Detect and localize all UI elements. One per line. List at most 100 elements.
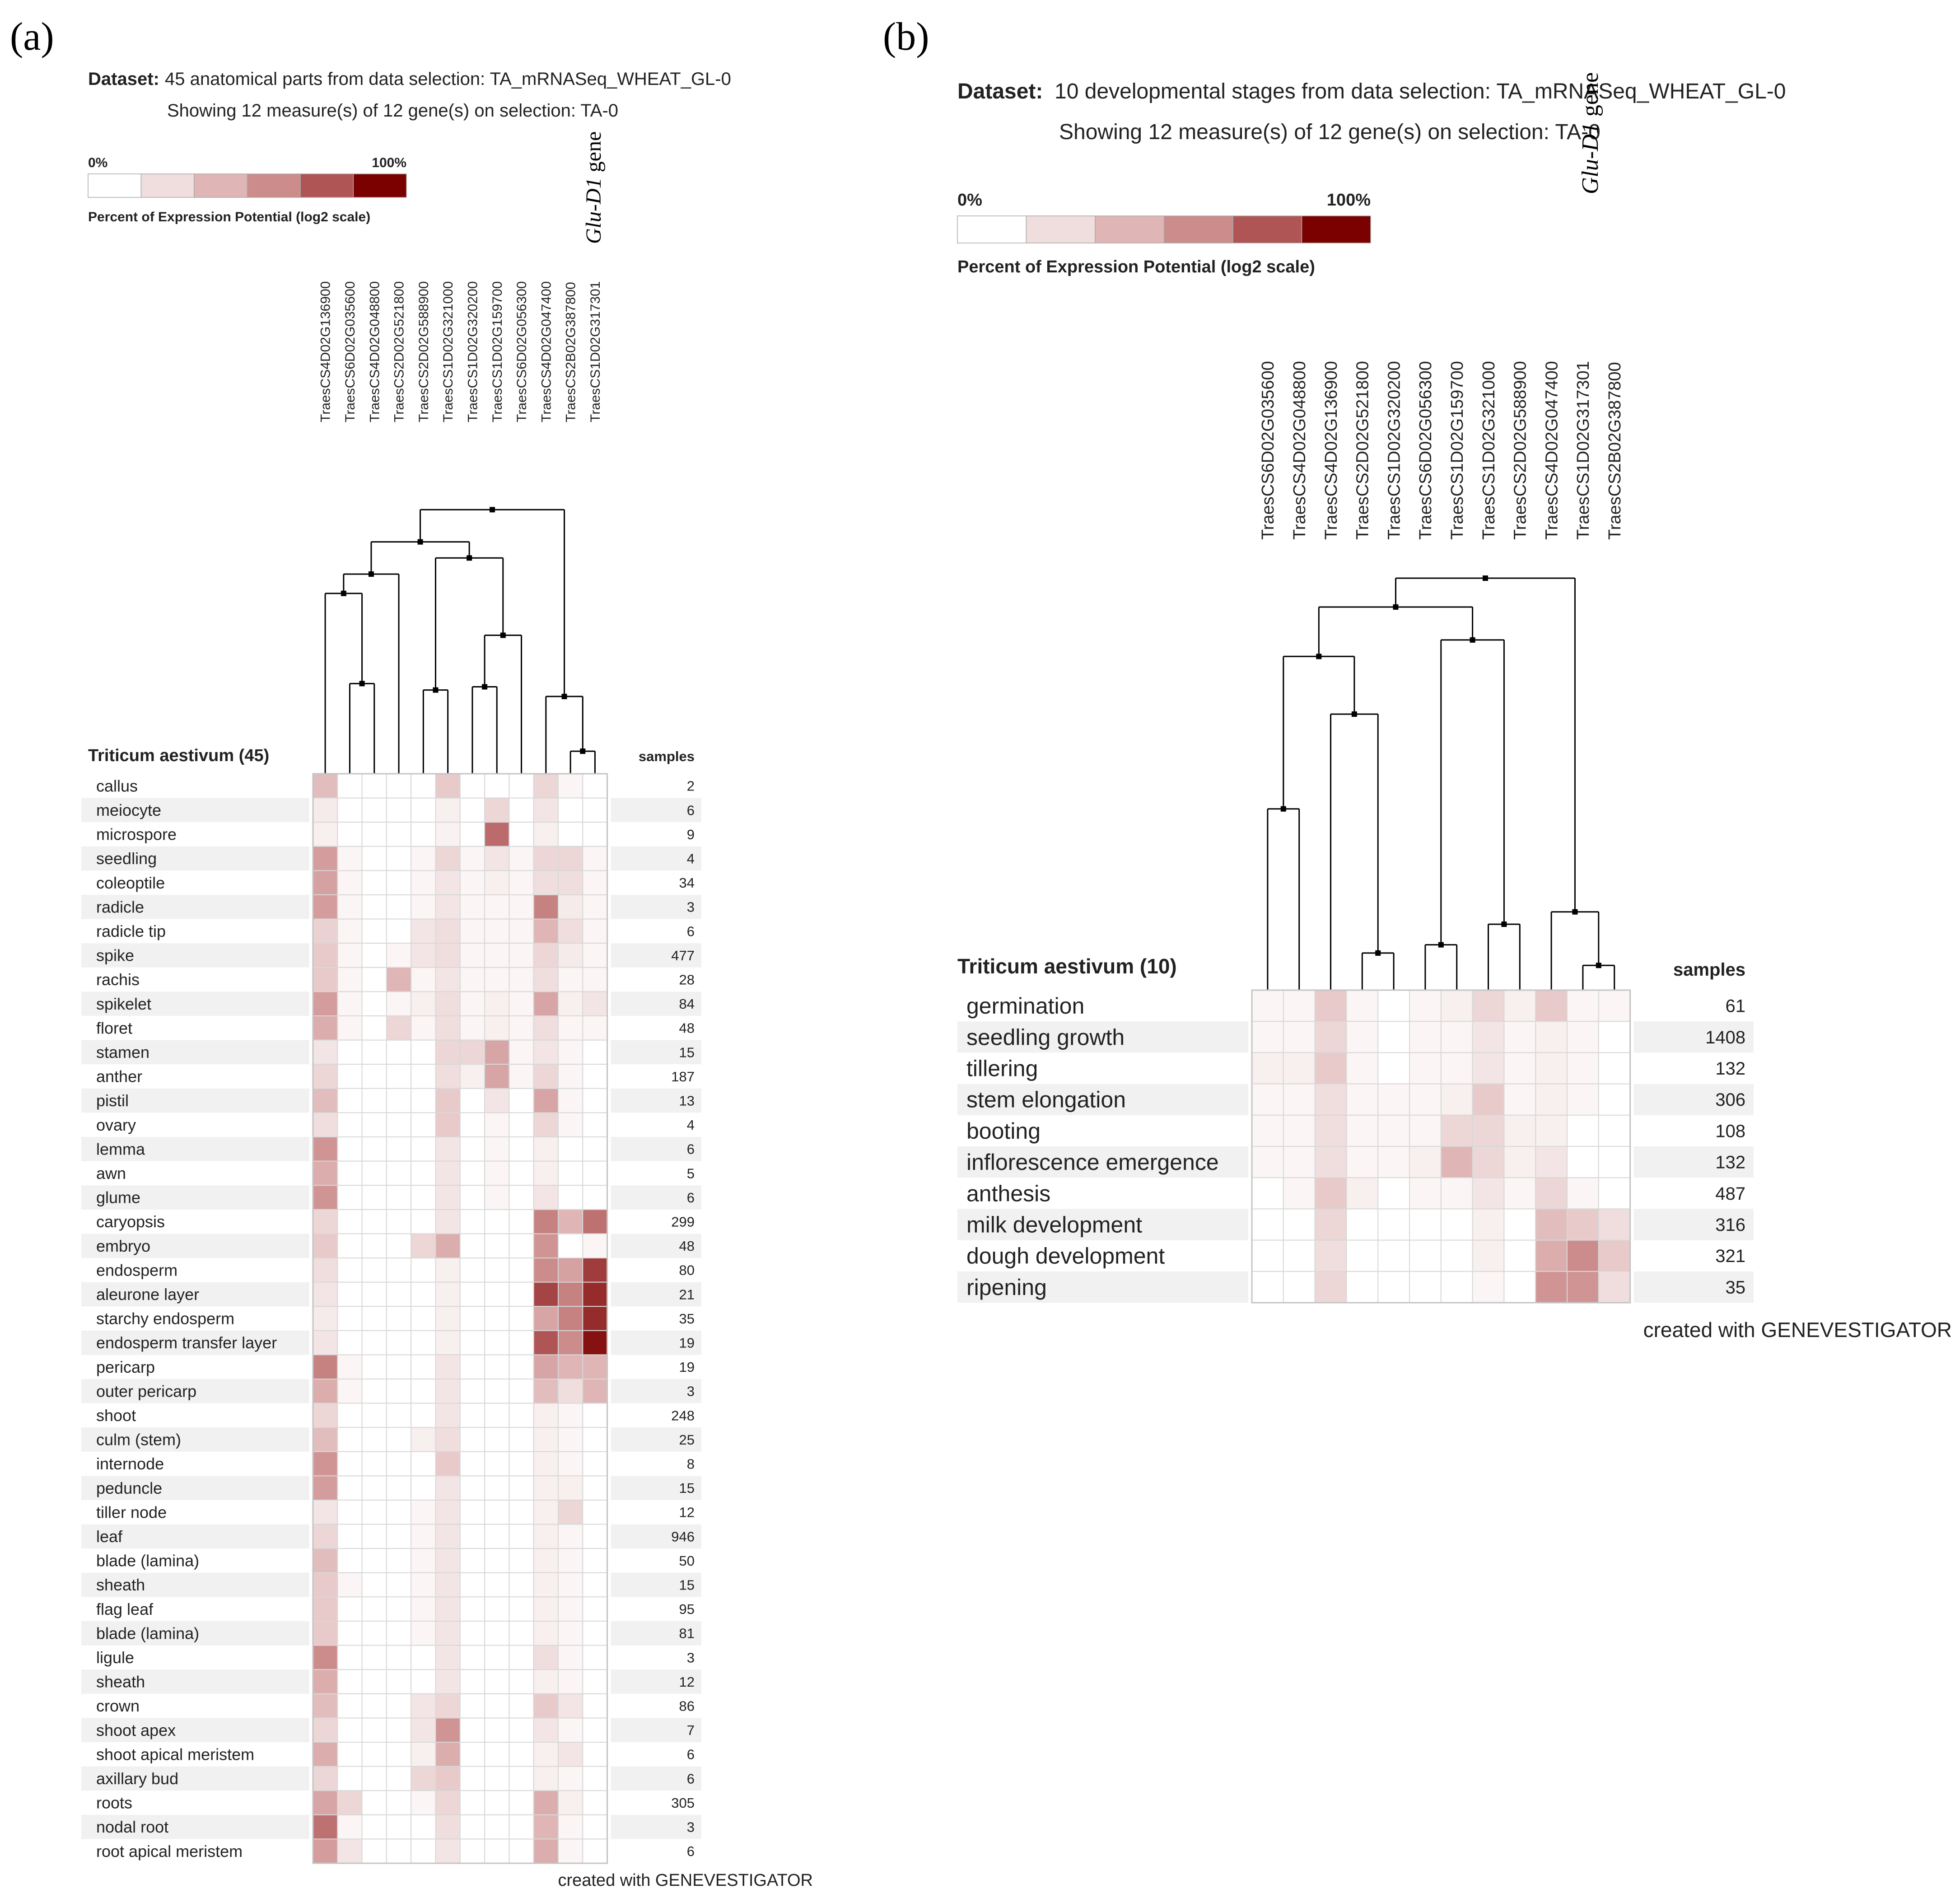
heatmap-cell	[558, 1500, 583, 1525]
heatmap-cell	[337, 1427, 363, 1452]
heatmap-cell	[459, 1039, 485, 1065]
column-label: TraesCS1D02G320200	[465, 281, 480, 422]
heatmap-cell	[435, 1088, 461, 1113]
row-stripe	[1633, 1021, 1754, 1053]
heatmap-cell	[509, 1258, 534, 1283]
heatmap-cell	[361, 1258, 387, 1283]
heatmap-cell	[411, 1185, 436, 1210]
heatmap-cell	[435, 1015, 461, 1041]
heatmap-cell	[1346, 990, 1379, 1022]
heatmap-cell	[533, 943, 559, 968]
heatmap-cell	[411, 1524, 436, 1549]
gene-annotation: Glu-D1 gene	[1577, 72, 1603, 194]
heatmap-cell	[459, 1306, 485, 1331]
heatmap-cell	[484, 1136, 510, 1162]
heatmap-cell	[1346, 1114, 1379, 1147]
heatmap-cell	[411, 1838, 436, 1864]
heatmap-cell	[386, 1064, 412, 1089]
heatmap-cell	[533, 1790, 559, 1815]
heatmap-cell	[484, 1790, 510, 1815]
heatmap-cell	[484, 1524, 510, 1549]
heatmap-cell	[411, 1475, 436, 1501]
heatmap-cell	[361, 822, 387, 847]
heatmap-cell	[337, 1693, 363, 1719]
row-label: floret	[96, 1019, 132, 1037]
sample-count: 6	[687, 1190, 695, 1206]
heatmap-cell	[337, 1160, 363, 1186]
heatmap-cell	[411, 1596, 436, 1622]
row-label: culm (stem)	[96, 1431, 181, 1449]
dataset-label: Dataset:	[88, 69, 159, 89]
row-label: crown	[96, 1697, 140, 1715]
heatmap-cell	[411, 1112, 436, 1137]
heatmap-cell	[533, 1233, 559, 1258]
heatmap-cell	[411, 1693, 436, 1719]
heatmap-cell	[1567, 990, 1599, 1022]
heatmap-cell	[313, 1621, 338, 1646]
heatmap-cell	[558, 943, 583, 968]
heatmap-cell	[361, 846, 387, 871]
heatmap-cell	[313, 1160, 338, 1186]
heatmap-cell	[1598, 1114, 1631, 1147]
heatmap-cell	[1251, 1146, 1284, 1178]
heatmap-cell	[361, 797, 387, 823]
heatmap-cell	[484, 1209, 510, 1234]
heatmap-cell	[484, 1088, 510, 1113]
dendrogram-node	[490, 507, 495, 513]
heatmap-cell	[361, 1693, 387, 1719]
heatmap-cell	[361, 1621, 387, 1646]
heatmap-cell	[313, 1742, 338, 1767]
heatmap-cell	[361, 1427, 387, 1452]
column-label: TraesCS2D02G521800	[392, 281, 407, 422]
heatmap-cell	[509, 1475, 534, 1501]
heatmap-cell	[313, 1838, 338, 1864]
heatmap-cell	[411, 967, 436, 992]
heatmap-cell	[313, 1136, 338, 1162]
heatmap-cell	[484, 1330, 510, 1356]
row-stripe	[611, 1427, 701, 1452]
heatmap-cell	[558, 1621, 583, 1646]
heatmap-cell	[361, 1790, 387, 1815]
heatmap-cell	[509, 943, 534, 968]
sample-count: 3	[687, 1819, 695, 1835]
legend-swatch	[194, 173, 248, 198]
heatmap-cell	[361, 1596, 387, 1622]
heatmap-cell	[386, 1354, 412, 1379]
heatmap-cell	[411, 1209, 436, 1234]
heatmap-cell	[1598, 1208, 1631, 1241]
heatmap-cell	[361, 1524, 387, 1549]
heatmap-cell	[509, 1233, 534, 1258]
heatmap-cell	[558, 822, 583, 847]
sample-count: 4	[687, 851, 695, 866]
heatmap-cell	[459, 1427, 485, 1452]
sample-count: 48	[679, 1238, 695, 1254]
heatmap-cell	[1535, 1083, 1568, 1116]
sample-count: 15	[679, 1480, 695, 1496]
sample-count: 8	[687, 1456, 695, 1472]
gene-annotation: Glu-D1 gene	[582, 131, 606, 244]
sample-count: 946	[671, 1529, 695, 1544]
heatmap-cell	[533, 1742, 559, 1767]
sample-count: 15	[679, 1577, 695, 1593]
row-label: booting	[966, 1118, 1041, 1144]
heatmap-cell	[313, 1790, 338, 1815]
heatmap-cell	[386, 1669, 412, 1694]
heatmap-cell	[1535, 990, 1568, 1022]
heatmap-cell	[411, 1766, 436, 1791]
dendrogram-node	[1501, 921, 1507, 927]
heatmap-cell	[1409, 990, 1442, 1022]
heatmap-cell	[1567, 1239, 1599, 1272]
row-stripe	[957, 1209, 1248, 1240]
heatmap-cell	[459, 822, 485, 847]
panel-b: (b) Dataset: 10 developmental stages from …	[883, 15, 1952, 1342]
heatmap-cell	[484, 1064, 510, 1089]
sample-count: 305	[671, 1795, 695, 1811]
heatmap-cell	[386, 1209, 412, 1234]
row-stripe	[81, 1718, 309, 1742]
heatmap-cell	[1409, 1021, 1442, 1053]
heatmap-cell	[484, 1596, 510, 1622]
heatmap-cell	[435, 1354, 461, 1379]
heatmap-cell	[1377, 1021, 1410, 1053]
heatmap-cell	[1440, 990, 1473, 1022]
heatmap-cell	[1377, 1177, 1410, 1210]
